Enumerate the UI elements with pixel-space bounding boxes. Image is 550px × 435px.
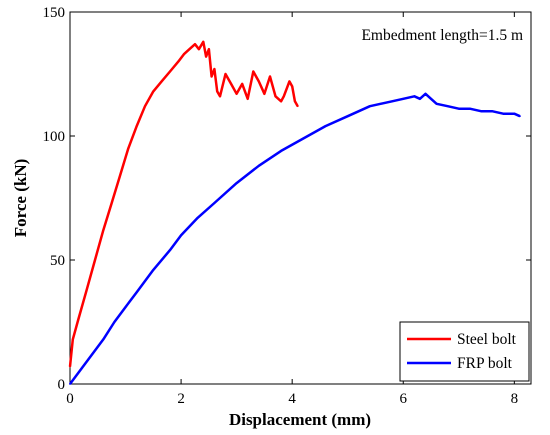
data-point-frp-bolt: 111	[469, 107, 471, 110]
data-point-steel-bolt: 120	[291, 85, 294, 88]
data-point-frp-bolt: 117	[424, 92, 427, 95]
data-point-steel-bolt: 114	[294, 100, 296, 103]
data-point-frp-bolt: 81	[235, 182, 238, 185]
data-point-steel-bolt: 133	[183, 53, 185, 56]
data-point-steel-bolt: 117	[235, 92, 238, 95]
series-layer: 7182638506273849510411211812212613013313…	[68, 40, 521, 385]
data-point-frp-bolt: 115	[419, 97, 421, 100]
data-point-steel-bolt: 50	[94, 259, 96, 261]
x-tick-label: 0	[66, 391, 74, 407]
data-point-steel-bolt: 84	[119, 174, 121, 177]
data-point-steel-bolt: 122	[160, 80, 163, 83]
data-point-steel-bolt: 135	[188, 48, 191, 51]
data-point-frp-bolt: 112	[446, 105, 449, 108]
data-point-steel-bolt: 138	[202, 40, 205, 43]
data-point-steel-bolt: 116	[282, 95, 285, 98]
data-point-frp-bolt: 108	[346, 115, 349, 118]
legend-box	[399, 321, 530, 382]
data-point-steel-bolt: 112	[296, 105, 299, 108]
data-point-steel-bolt: 119	[285, 88, 288, 90]
data-point-frp-bolt: 109	[513, 112, 516, 115]
series-line-frp-bolt	[68, 92, 521, 385]
data-point-frp-bolt: 0	[69, 383, 71, 385]
data-point-steel-bolt: 135	[208, 48, 210, 51]
data-point-frp-bolt: 67	[196, 216, 199, 219]
data-point-frp-bolt: 37	[135, 291, 138, 294]
data-point-frp-bolt: 115	[402, 97, 405, 100]
data-point-steel-bolt: 116	[219, 95, 221, 98]
data-point-frp-bolt: 111	[457, 107, 460, 110]
data-point-frp-bolt: 88	[257, 164, 260, 167]
y-tick-label: 50	[50, 253, 65, 269]
data-point-steel-bolt: 125	[224, 73, 227, 75]
data-point-steel-bolt: 137	[194, 43, 196, 46]
data-point-steel-bolt: 104	[135, 125, 138, 127]
data-point-steel-bolt: 122	[288, 80, 291, 83]
data-point-frp-bolt: 104	[324, 125, 327, 127]
data-point-steel-bolt: 130	[177, 60, 180, 63]
x-tick-label: 6	[400, 391, 408, 407]
legend-label-frp-bolt: FRP bolt	[457, 355, 513, 372]
data-point-frp-bolt: 31	[124, 306, 127, 308]
y-tick-label: 0	[58, 377, 66, 393]
data-point-steel-bolt: 124	[210, 75, 213, 78]
data-point-frp-bolt: 112	[369, 105, 371, 108]
data-point-steel-bolt: 38	[85, 288, 88, 291]
data-point-steel-bolt: 118	[216, 90, 219, 93]
x-tick-label: 8	[511, 391, 519, 407]
data-point-steel-bolt: 122	[257, 80, 260, 83]
data-point-steel-bolt: 116	[274, 95, 277, 98]
data-point-steel-bolt: 121	[241, 83, 244, 85]
data-point-frp-bolt: 113	[435, 102, 438, 105]
data-point-frp-bolt: 99	[302, 137, 305, 140]
data-point-frp-bolt: 25	[113, 321, 116, 323]
y-tick-label: 150	[43, 5, 66, 21]
data-point-steel-bolt: 135	[198, 48, 200, 51]
embedment-length-annotation: Embedment length=1.5 m	[361, 27, 523, 44]
data-point-steel-bolt: 115	[246, 97, 249, 100]
data-point-steel-bolt: 114	[280, 100, 282, 103]
data-point-steel-bolt: 132	[205, 55, 208, 58]
data-point-steel-bolt: 118	[152, 90, 155, 93]
data-point-steel-bolt: 126	[169, 70, 171, 73]
data-point-frp-bolt: 114	[391, 100, 393, 103]
data-point-frp-bolt: 115	[430, 97, 432, 100]
data-point-steel-bolt: 62	[102, 229, 105, 232]
data-point-frp-bolt: 109	[502, 112, 505, 115]
data-point-steel-bolt: 112	[144, 105, 146, 108]
series-frp-bolt: 0612182531374654606773818894991041081121…	[68, 92, 521, 385]
data-point-steel-bolt: 127	[213, 68, 216, 70]
data-point-frp-bolt: 116	[413, 95, 416, 98]
y-tick-label: 100	[43, 129, 66, 145]
series-steel-bolt: 7182638506273849510411211812212613013313…	[68, 40, 299, 368]
data-point-steel-bolt: 121	[230, 83, 233, 85]
data-point-frp-bolt: 6	[80, 368, 82, 370]
x-tick-label: 4	[288, 391, 296, 407]
data-point-frp-bolt: 54	[169, 249, 171, 252]
data-point-frp-bolt: 110	[480, 110, 482, 113]
data-point-frp-bolt: 60	[180, 234, 183, 237]
x-axis-title: Displacement (mm)	[229, 410, 371, 429]
data-point-frp-bolt: 18	[102, 338, 105, 341]
data-point-steel-bolt: 117	[263, 92, 266, 95]
data-point-frp-bolt: 94	[280, 150, 282, 152]
data-point-steel-bolt: 18	[71, 338, 74, 341]
data-point-steel-bolt: 126	[252, 70, 255, 73]
data-point-frp-bolt: 110	[491, 110, 493, 113]
data-point-frp-bolt: 12	[91, 353, 94, 356]
legend-label-steel-bolt: Steel bolt	[457, 331, 517, 348]
data-point-steel-bolt: 73	[110, 202, 113, 204]
data-point-steel-bolt: 124	[269, 75, 271, 78]
x-tick-label: 2	[177, 391, 185, 407]
y-axis-title: Force (kN)	[11, 159, 30, 238]
data-point-frp-bolt: 108	[519, 115, 521, 118]
legend: Steel bolt FRP bolt	[399, 321, 530, 382]
data-point-frp-bolt: 46	[152, 269, 155, 271]
data-point-frp-bolt: 73	[213, 202, 216, 204]
data-point-steel-bolt: 26	[77, 318, 80, 321]
data-point-steel-bolt: 95	[127, 147, 130, 150]
data-point-steel-bolt: 7	[69, 365, 71, 368]
